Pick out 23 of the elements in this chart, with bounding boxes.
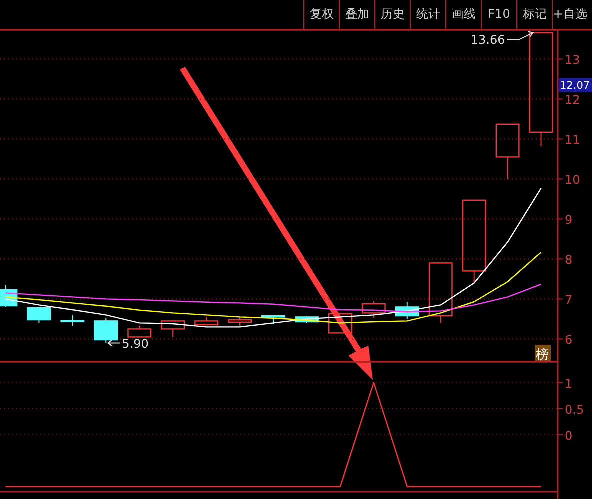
- y-tick-label: 0: [565, 428, 573, 443]
- text: +自选: [553, 7, 588, 21]
- y-tick-label: 0.5: [565, 402, 584, 417]
- text: 叠加: [345, 7, 370, 21]
- annotation: 5.90: [122, 337, 149, 352]
- y-tick-label: 1: [565, 376, 573, 391]
- annotation: 榜: [536, 348, 549, 363]
- annotation: 13.66: [470, 32, 506, 47]
- text: 复权: [310, 7, 334, 21]
- y-tick-label: 6: [565, 333, 573, 348]
- y-tick-label: 12: [565, 93, 580, 108]
- text: 标记: [522, 7, 547, 21]
- text: 统计: [416, 7, 440, 21]
- text: 画线: [452, 7, 476, 21]
- text: 历史: [380, 7, 405, 21]
- y-tick-label: 11: [565, 133, 580, 148]
- y-tick-label: 7: [565, 293, 573, 308]
- text: F10: [488, 7, 510, 21]
- text: 12.07: [560, 80, 590, 92]
- y-tick-label: 13: [565, 53, 580, 68]
- y-tick-label: 10: [565, 173, 580, 188]
- y-tick-label: 8: [565, 253, 573, 268]
- y-tick-label: 9: [565, 213, 573, 228]
